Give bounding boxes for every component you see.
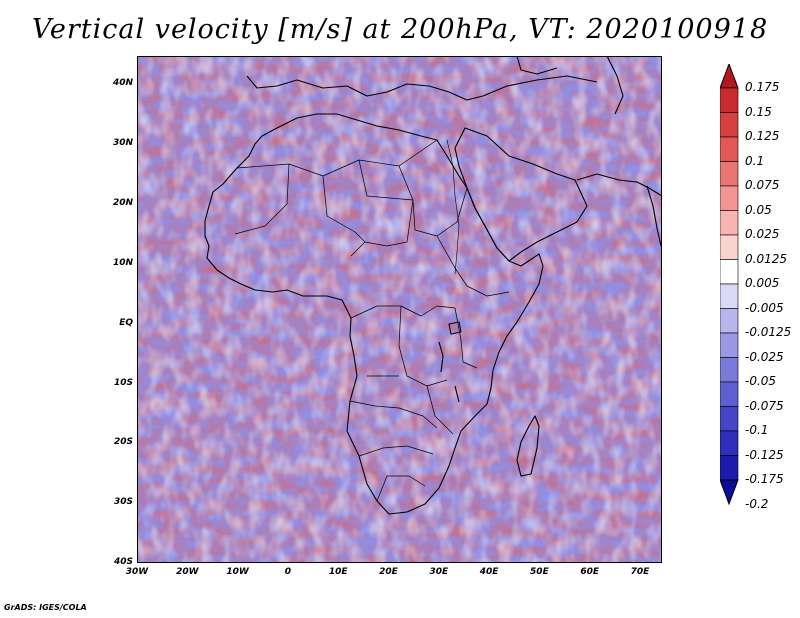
country-boundaries [234, 139, 510, 502]
colorbar-label: 0.0125 [745, 251, 787, 266]
colorbar-label: -0.025 [745, 349, 784, 364]
lat-tick-label: 30S [113, 497, 133, 508]
grads-credit: GrADS: IGES/COLA [4, 603, 87, 612]
continent-outlines [204, 56, 662, 515]
lat-tick-label: 10N [112, 257, 133, 268]
map-plot-area[interactable] [137, 56, 662, 563]
lake-malawi [454, 385, 460, 403]
colorbar-label: 0.075 [745, 178, 780, 192]
lon-tick-label: 40E [479, 567, 499, 577]
colorbar-label: 0.125 [745, 129, 780, 143]
colorbar-bottom-arrow [720, 479, 739, 506]
lon-tick-label: 10E [328, 567, 348, 577]
colorbar-top-arrow [720, 64, 739, 89]
colorbar-swatch [720, 87, 739, 113]
colorbar-label: 0.1 [745, 153, 765, 168]
lon-tick-label: 0 [284, 567, 292, 577]
lon-tick-label: 10W [226, 567, 249, 577]
colorbar-label: -0.0125 [745, 325, 792, 339]
colorbar-swatch [720, 406, 739, 432]
lon-tick-label: 20W [176, 567, 199, 577]
field-streaks [137, 56, 662, 563]
colorbar-swatch [720, 259, 739, 285]
lon-tick-label: 20E [379, 567, 398, 577]
colorbar-label: -0.005 [745, 300, 784, 315]
lat-tick-label: 10S [113, 377, 133, 388]
lat-tick-label: 20N [112, 197, 133, 208]
nile-river [446, 139, 460, 275]
lon-tick-label: 30E [429, 567, 449, 577]
colorbar-swatch [720, 136, 739, 162]
lake-tanganyika [438, 341, 444, 373]
colorbar-swatch [720, 357, 739, 383]
colorbar-label: 0.005 [745, 276, 780, 290]
lat-tick-label: 40S [113, 557, 133, 568]
madagascar [516, 415, 540, 477]
black-sea-caspian [516, 56, 624, 115]
lon-tick-label: 70E [630, 567, 650, 577]
velocity-field-map [137, 56, 662, 563]
colorbar-label: -0.125 [745, 447, 784, 462]
lon-tick-label: 60E [580, 567, 600, 577]
lon-tick-label: 30W [125, 567, 149, 577]
africa-coastline [204, 113, 544, 515]
map-title: Vertical velocity [m/s] at 200hPa, VT: 2… [31, 14, 769, 45]
colorbar-label: 0.05 [745, 202, 772, 217]
colorbar-swatch [720, 332, 739, 358]
colorbar-label: 0.025 [745, 227, 780, 241]
colorbar [720, 64, 739, 506]
europe-coast [246, 75, 598, 101]
lat-tick-label: EQ [119, 317, 133, 328]
colorbar-swatch [720, 283, 739, 309]
colorbar-swatch [720, 455, 739, 481]
lon-tick-label: 50E [530, 567, 549, 577]
asia-coast [576, 173, 662, 197]
colorbar-label: 0.15 [745, 104, 772, 119]
colorbar-swatch [720, 430, 739, 456]
colorbar-label: -0.2 [745, 496, 769, 511]
colorbar-swatch [720, 381, 739, 407]
lake-victoria [448, 321, 462, 335]
colorbar-label: -0.175 [745, 472, 784, 486]
colorbar-label: -0.1 [745, 423, 769, 437]
lat-tick-label: 20S [113, 437, 133, 448]
colorbar-swatch [720, 185, 739, 211]
colorbar-label: 0.175 [745, 80, 780, 94]
colorbar-swatch [720, 161, 739, 187]
colorbar-label: -0.05 [745, 374, 777, 388]
colorbar-swatch [720, 234, 739, 260]
colorbar-swatch [720, 210, 739, 236]
colorbar-swatch [720, 308, 739, 334]
india-west-coast [646, 185, 662, 247]
colorbar-swatch [720, 112, 739, 138]
lat-tick-label: 30N [112, 137, 133, 148]
colorbar-label: -0.075 [745, 398, 784, 413]
lat-tick-label: 40N [112, 78, 133, 88]
